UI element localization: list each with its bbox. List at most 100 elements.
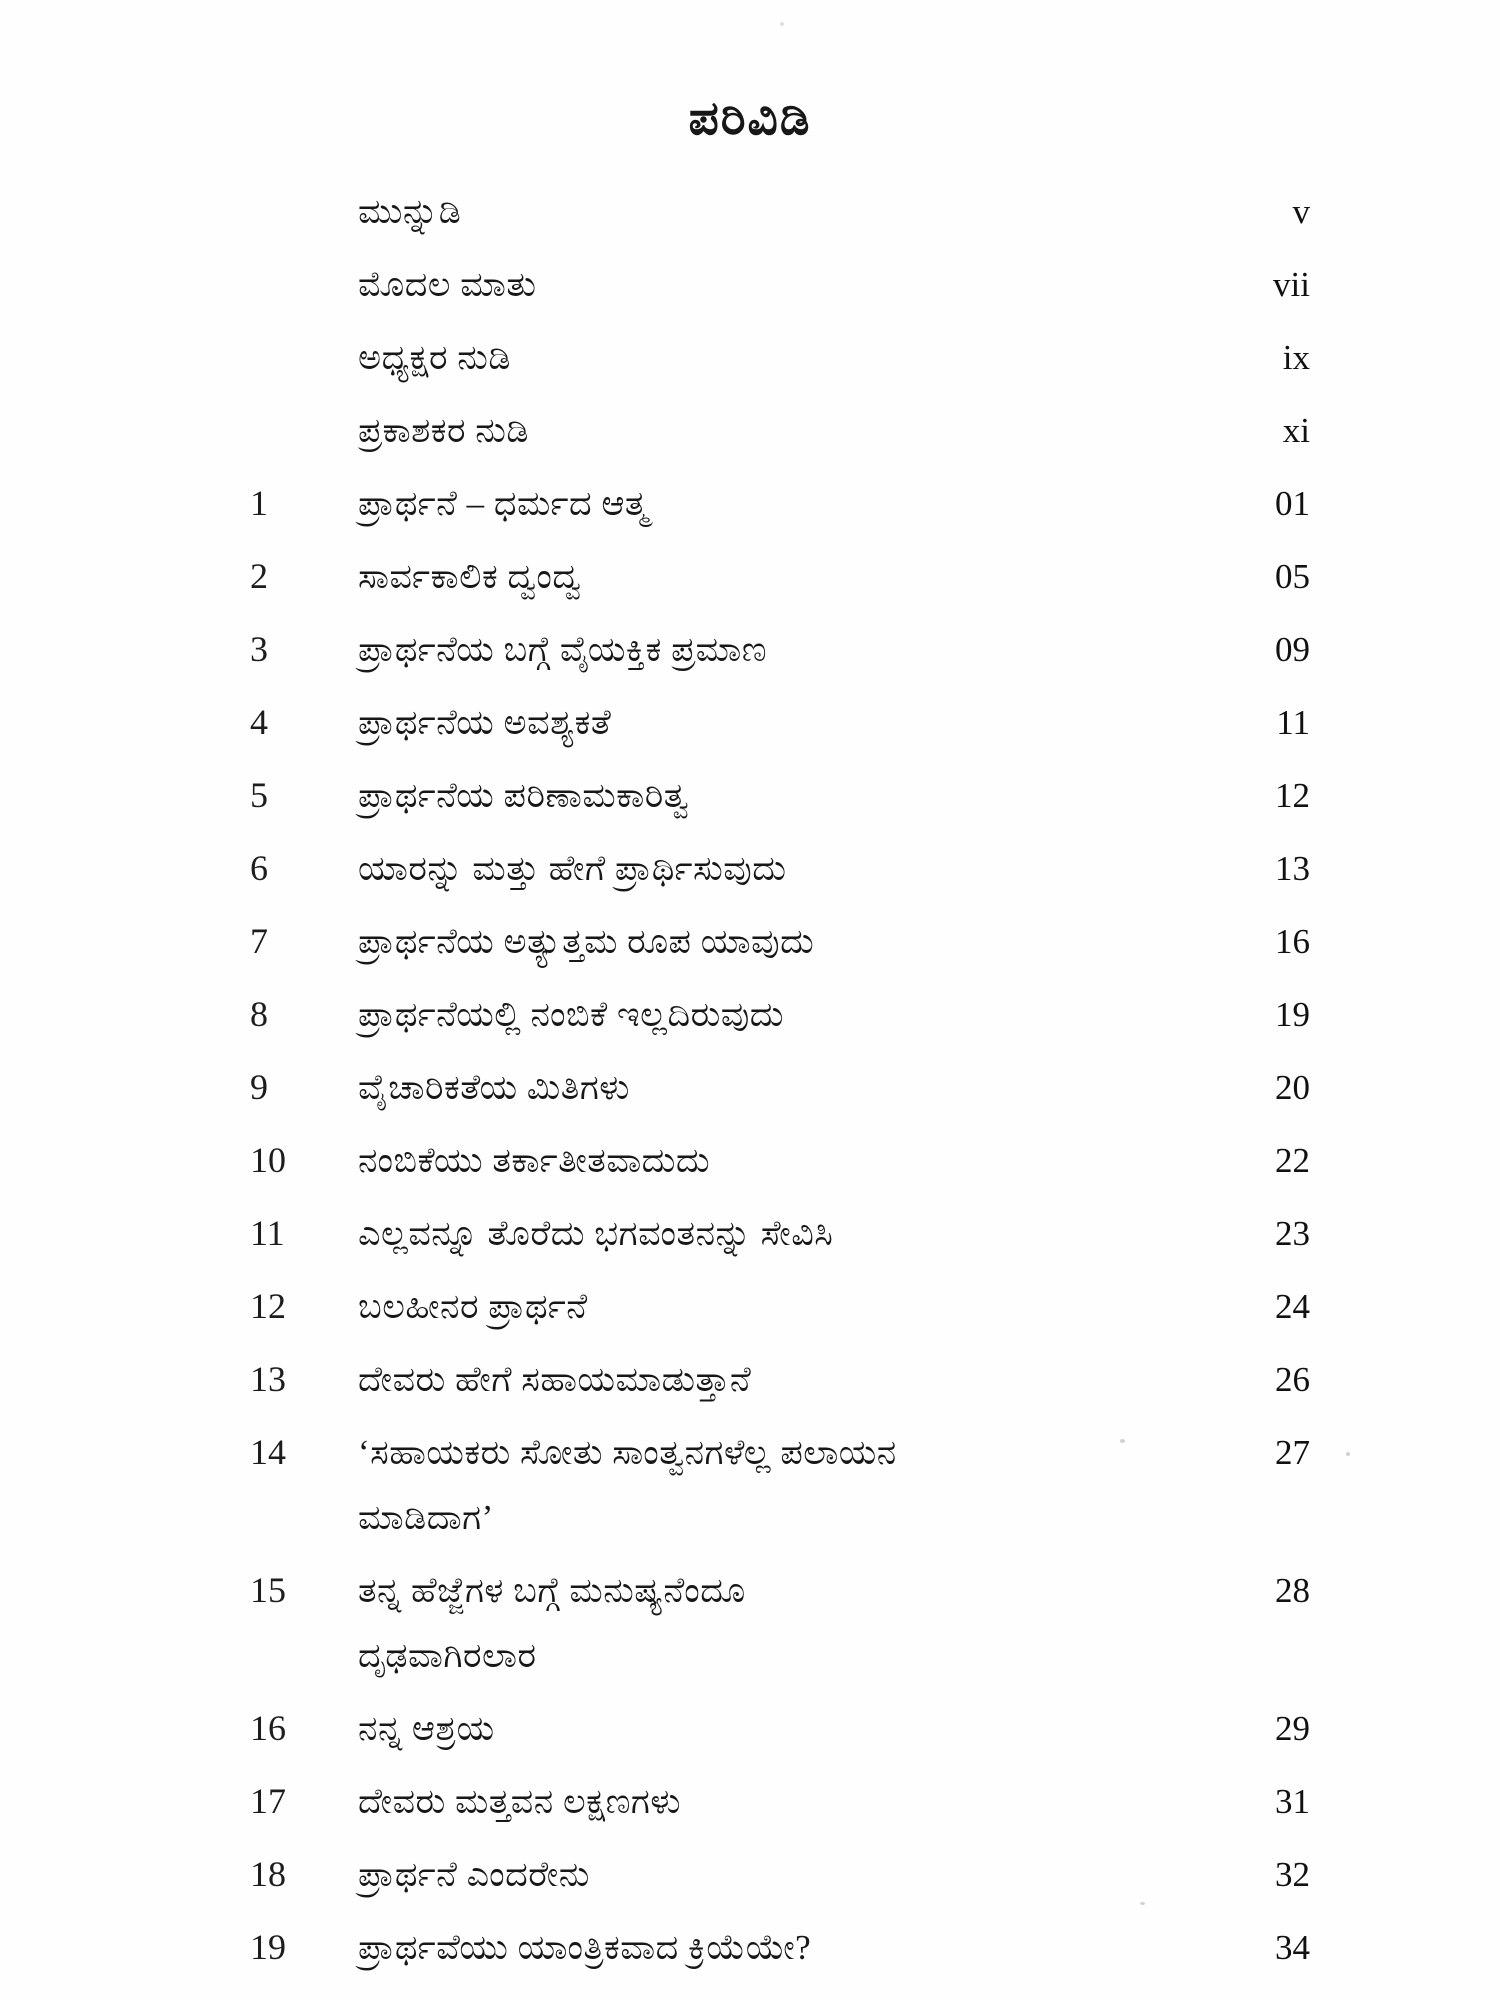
chapter-title-line2: ದೃಢವಾಗಿರಲಾರ bbox=[358, 1636, 537, 1675]
toc-row: 6 ಯಾರನ್ನು ಮತ್ತು ಹೇಗೆ ಪ್ರಾರ್ಥಿಸುವುದು 13 bbox=[250, 836, 1310, 901]
toc-row: ಮೊದಲ ಮಾತು vii bbox=[250, 252, 1310, 317]
chapter-title-line1: ಪ್ರಾರ್ಥನೆಯ ಪರಿಣಾಮಕಾರಿತ್ವ bbox=[358, 776, 690, 815]
chapter-title-line1: ಅಧ್ಯಕ್ಷರ ನುಡಿ bbox=[358, 338, 511, 377]
toc-row: 1 ಪ್ರಾರ್ಥನೆ – ಧರ್ಮದ ಆತ್ಮ 01 bbox=[250, 471, 1310, 536]
toc-row: 8 ಪ್ರಾರ್ಥನೆಯಲ್ಲಿ ನಂಬಿಕೆ ಇಲ್ಲದಿರುವುದು 19 bbox=[250, 982, 1310, 1047]
chapter-number: 9 bbox=[250, 1067, 268, 1107]
page-number: 22 bbox=[1275, 1141, 1310, 1180]
chapter-title: ನಂಬಿಕೆಯು ತರ್ಕಾತೀತವಾದುದು bbox=[358, 1128, 1190, 1193]
chapter-title-line1: ಪ್ರಾರ್ಥನೆಯ ಅವಶ್ಯಕತೆ bbox=[358, 703, 612, 742]
chapter-title: ಮುನ್ನುಡಿ bbox=[358, 179, 1190, 244]
chapter-number: 4 bbox=[250, 702, 268, 742]
chapter-title: ಎಲ್ಲವನ್ನೂ ತೊರೆದು ಭಗವಂತನನ್ನು ಸೇವಿಸಿ bbox=[358, 1201, 1190, 1266]
scan-speck bbox=[1346, 1452, 1350, 1456]
page-number: 26 bbox=[1275, 1360, 1310, 1399]
chapter-title: ಪ್ರಾರ್ಥನೆ ಎಂದರೇನು bbox=[358, 1842, 1190, 1907]
page-number: 34 bbox=[1275, 1928, 1310, 1967]
page-number: 13 bbox=[1275, 849, 1310, 888]
chapter-title: ಪ್ರಾರ್ಥನೆಯ ಬಗ್ಗೆ ವೈಯಕ್ತಿಕ ಪ್ರಮಾಣ bbox=[358, 617, 1190, 682]
chapter-title-line1: ಬಲಹೀನರ ಪ್ರಾರ್ಥನೆ bbox=[358, 1287, 588, 1326]
chapter-number: 2 bbox=[250, 556, 268, 596]
chapter-title: ಪ್ರಕಾಶಕರ ನುಡಿ bbox=[358, 398, 1190, 463]
chapter-title: ಯಾರನ್ನು ಮತ್ತು ಹೇಗೆ ಪ್ರಾರ್ಥಿಸುವುದು bbox=[358, 836, 1190, 901]
chapter-number: 1 bbox=[250, 483, 268, 523]
page-number: 32 bbox=[1275, 1855, 1310, 1894]
page-number: 31 bbox=[1275, 1782, 1310, 1821]
toc-row: ಪ್ರಕಾಶಕರ ನುಡಿ xi bbox=[250, 398, 1310, 463]
chapter-title: ಪ್ರಾರ್ಥವೆಯು ಯಾಂತ್ರಿಕವಾದ ಕ್ರಿಯೆಯೇ? bbox=[358, 1915, 1190, 1980]
chapter-number: 14 bbox=[250, 1432, 286, 1472]
chapter-title: ಅಧ್ಯಕ್ಷರ ನುಡಿ bbox=[358, 325, 1190, 390]
toc-row: 4 ಪ್ರಾರ್ಥನೆಯ ಅವಶ್ಯಕತೆ 11 bbox=[250, 690, 1310, 755]
chapter-number: 10 bbox=[250, 1140, 286, 1180]
chapter-title-line1: ಎಲ್ಲವನ್ನೂ ತೊರೆದು ಭಗವಂತನನ್ನು ಸೇವಿಸಿ bbox=[358, 1214, 834, 1253]
page-number: 12 bbox=[1275, 776, 1310, 815]
toc-list: ಮುನ್ನುಡಿ v ಮೊದಲ ಮಾತು vii ಅಧ್ಯಕ್ಷರ ನುಡಿ i… bbox=[250, 179, 1310, 1980]
chapter-number: 7 bbox=[250, 921, 268, 961]
chapter-title: ವೈಚಾರಿಕತೆಯ ಮಿತಿಗಳು bbox=[358, 1055, 1190, 1120]
scan-speck bbox=[780, 22, 784, 26]
chapter-title: ಪ್ರಾರ್ಥನೆ – ಧರ್ಮದ ಆತ್ಮ bbox=[358, 471, 1190, 536]
page-number: 27 bbox=[1275, 1433, 1310, 1472]
chapter-number: 12 bbox=[250, 1286, 286, 1326]
toc-row: 9 ವೈಚಾರಿಕತೆಯ ಮಿತಿಗಳು 20 bbox=[250, 1055, 1310, 1120]
page-number: 28 bbox=[1275, 1571, 1310, 1610]
chapter-title-line1: ಪ್ರಕಾಶಕರ ನುಡಿ bbox=[358, 411, 529, 450]
page-number: 23 bbox=[1275, 1214, 1310, 1253]
chapter-title-line1: ಮುನ್ನುಡಿ bbox=[358, 192, 462, 231]
chapter-title-line1: ಪ್ರಾರ್ಥನೆ ಎಂದರೇನು bbox=[358, 1855, 590, 1894]
chapter-title-line1: ಪ್ರಾರ್ಥನೆಯಲ್ಲಿ ನಂಬಿಕೆ ಇಲ್ಲದಿರುವುದು bbox=[358, 995, 785, 1034]
toc-row: 3 ಪ್ರಾರ್ಥನೆಯ ಬಗ್ಗೆ ವೈಯಕ್ತಿಕ ಪ್ರಮಾಣ 09 bbox=[250, 617, 1310, 682]
toc-row: ಅಧ್ಯಕ್ಷರ ನುಡಿ ix bbox=[250, 325, 1310, 390]
toc-row: 13 ದೇವರು ಹೇಗೆ ಸಹಾಯಮಾಡುತ್ತಾನೆ 26 bbox=[250, 1347, 1310, 1412]
chapter-number: 3 bbox=[250, 629, 268, 669]
chapter-title-line1: ದೇವರು ಹೇಗೆ ಸಹಾಯಮಾಡುತ್ತಾನೆ bbox=[358, 1360, 752, 1399]
chapter-title-line1: ದೇವರು ಮತ್ತವನ ಲಕ್ಷಣಗಳು bbox=[358, 1782, 681, 1821]
chapter-title-line1: ಪ್ರಾರ್ಥನೆಯ ಬಗ್ಗೆ ವೈಯಕ್ತಿಕ ಪ್ರಮಾಣ bbox=[358, 630, 768, 669]
chapter-title-line1: ಪ್ರಾರ್ಥನೆ – ಧರ್ಮದ ಆತ್ಮ bbox=[358, 484, 649, 523]
page-number: ix bbox=[1282, 338, 1310, 377]
chapter-number: 13 bbox=[250, 1359, 286, 1399]
page-number: xi bbox=[1282, 411, 1310, 450]
page-title: ಪರಿವಿಡಿ bbox=[688, 93, 812, 145]
page-number: 29 bbox=[1275, 1709, 1310, 1748]
chapter-title-line1: ಪ್ರಾರ್ಥನೆಯ ಅತ್ಯುತ್ತಮ ರೂಪ ಯಾವುದು bbox=[358, 922, 815, 961]
scan-speck bbox=[1120, 1439, 1125, 1443]
toc-row: 11 ಎಲ್ಲವನ್ನೂ ತೊರೆದು ಭಗವಂತನನ್ನು ಸೇವಿಸಿ 23 bbox=[250, 1201, 1310, 1266]
chapter-number: 19 bbox=[250, 1927, 286, 1967]
scan-speck bbox=[1140, 1902, 1145, 1905]
chapter-number: 6 bbox=[250, 848, 268, 888]
toc-row: 16 ನನ್ನ ಆಶ್ರಯ 29 bbox=[250, 1696, 1310, 1761]
chapter-number: 5 bbox=[250, 775, 268, 815]
toc-row: 10 ನಂಬಿಕೆಯು ತರ್ಕಾತೀತವಾದುದು 22 bbox=[250, 1128, 1310, 1193]
page-number: 16 bbox=[1275, 922, 1310, 961]
chapter-number: 18 bbox=[250, 1854, 286, 1894]
page-number: 05 bbox=[1275, 557, 1310, 596]
chapter-title: ದೇವರು ಮತ್ತವನ ಲಕ್ಷಣಗಳು bbox=[358, 1769, 1190, 1834]
page-number: v bbox=[1292, 192, 1311, 231]
chapter-number: 15 bbox=[250, 1570, 286, 1610]
toc-row: 12 ಬಲಹೀನರ ಪ್ರಾರ್ಥನೆ 24 bbox=[250, 1274, 1310, 1339]
chapter-number: 11 bbox=[250, 1213, 285, 1253]
chapter-title: ಬಲಹೀನರ ಪ್ರಾರ್ಥನೆ bbox=[358, 1274, 1190, 1339]
chapter-title-line1: ಪ್ರಾರ್ಥವೆಯು ಯಾಂತ್ರಿಕವಾದ ಕ್ರಿಯೆಯೇ? bbox=[358, 1928, 812, 1967]
toc-row: 2 ಸಾರ್ವಕಾಲಿಕ ದ್ವಂದ್ವ 05 bbox=[250, 544, 1310, 609]
chapter-title-line1: ನನ್ನ ಆಶ್ರಯ bbox=[358, 1709, 495, 1748]
toc-row: 14 ‘ಸಹಾಯಕರು ಸೋತು ಸಾಂತ್ವನಗಳೆಲ್ಲ ಪಲಾಯನ ಮಾಡ… bbox=[250, 1420, 1310, 1550]
page-number: 09 bbox=[1275, 630, 1310, 669]
toc-row: 17 ದೇವರು ಮತ್ತವನ ಲಕ್ಷಣಗಳು 31 bbox=[250, 1769, 1310, 1834]
chapter-title: ‘ಸಹಾಯಕರು ಸೋತು ಸಾಂತ್ವನಗಳೆಲ್ಲ ಪಲಾಯನ ಮಾಡಿದಾ… bbox=[358, 1420, 1190, 1550]
chapter-number: 16 bbox=[250, 1708, 286, 1748]
chapter-title: ಪ್ರಾರ್ಥನೆಯಲ್ಲಿ ನಂಬಿಕೆ ಇಲ್ಲದಿರುವುದು bbox=[358, 982, 1190, 1047]
chapter-title-line1: ನಂಬಿಕೆಯು ತರ್ಕಾತೀತವಾದುದು bbox=[358, 1141, 711, 1180]
toc-row: 19 ಪ್ರಾರ್ಥವೆಯು ಯಾಂತ್ರಿಕವಾದ ಕ್ರಿಯೆಯೇ? 34 bbox=[250, 1915, 1310, 1980]
chapter-title: ಪ್ರಾರ್ಥನೆಯ ಅತ್ಯುತ್ತಮ ರೂಪ ಯಾವುದು bbox=[358, 909, 1190, 974]
page-number: 24 bbox=[1275, 1287, 1310, 1326]
page-number: vii bbox=[1273, 265, 1310, 304]
chapter-title: ಮೊದಲ ಮಾತು bbox=[358, 252, 1190, 317]
chapter-number: 17 bbox=[250, 1781, 286, 1821]
chapter-title-line1: ಸಾರ್ವಕಾಲಿಕ ದ್ವಂದ್ವ bbox=[358, 557, 582, 596]
page-number: 01 bbox=[1275, 484, 1310, 523]
chapter-title-line2: ಮಾಡಿದಾಗ’ bbox=[358, 1498, 494, 1537]
